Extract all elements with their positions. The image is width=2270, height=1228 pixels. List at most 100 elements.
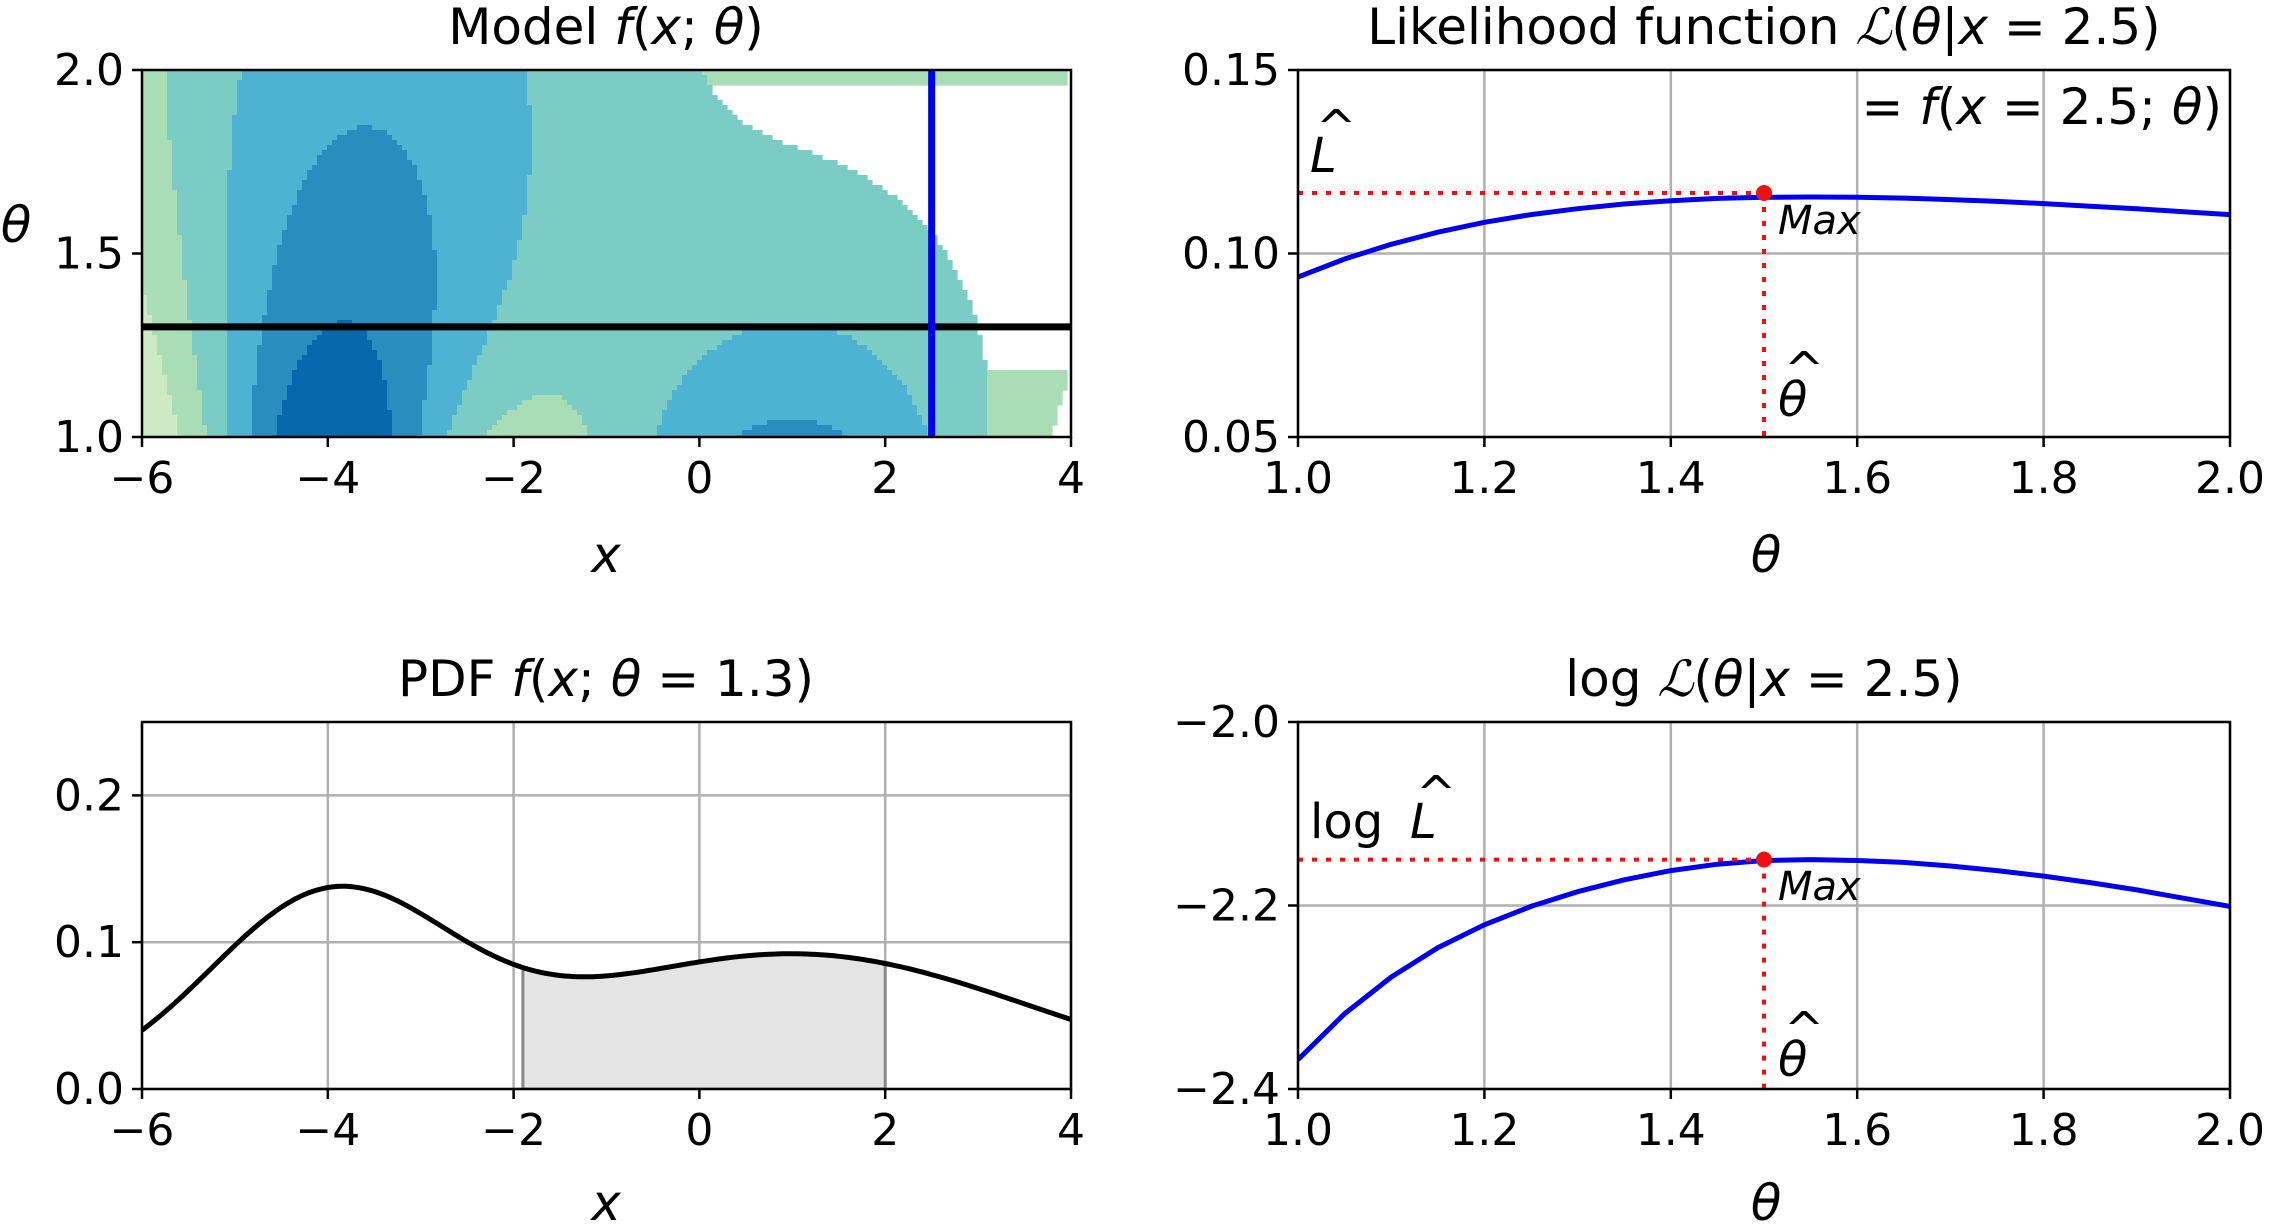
contour-band: [432, 350, 483, 356]
contour-band: [237, 85, 528, 91]
contour-band: [262, 335, 318, 341]
contour-band: [142, 170, 173, 176]
contour-band: [432, 220, 523, 226]
contour-band: [987, 420, 1058, 426]
contour-band: [527, 75, 708, 81]
contour-band: [512, 260, 953, 266]
contour-band: [167, 85, 238, 91]
contour-band: [927, 430, 988, 436]
contour-band: [147, 300, 188, 306]
contour-band: [267, 310, 433, 316]
contour-band: [427, 195, 528, 201]
contour-band: [427, 205, 528, 211]
contour-band: [227, 375, 258, 381]
contour-band: [277, 415, 393, 421]
x-tick-label: 1.8: [2009, 453, 2079, 504]
contour-band: [142, 410, 173, 416]
contour-band: [227, 300, 268, 306]
contour-band: [167, 380, 198, 386]
contour-band: [732, 335, 853, 341]
contour-band: [422, 415, 453, 421]
contour-band: [387, 380, 428, 386]
contour-band: [412, 160, 533, 166]
contour-band: [387, 390, 428, 396]
contour-band: [142, 215, 178, 221]
contour-band: [392, 135, 533, 141]
contour-band: [172, 145, 233, 151]
contour-band: [832, 425, 928, 431]
contour-band: [142, 280, 188, 286]
contour-band: [277, 255, 438, 261]
contour-band: [227, 250, 278, 256]
contour-band: [437, 305, 498, 311]
contour-band: [307, 170, 418, 176]
x-tick-label: 0: [685, 1105, 713, 1156]
likelihood-xlabel: θ: [1751, 526, 1782, 584]
log-likelihood-x-ticks: 1.0 1.2 1.4 1.6 1.8 2.0: [1263, 1089, 2265, 1156]
contour-band: [392, 425, 423, 431]
contour-band: [527, 195, 898, 201]
contour-band: [667, 405, 918, 411]
contour-band: [297, 200, 428, 206]
contour-band: [142, 95, 168, 101]
contour-band: [312, 340, 373, 346]
contour-band: [272, 270, 438, 276]
x-tick-label: 4: [1057, 453, 1085, 504]
contour-band: [492, 425, 588, 431]
contour-band: [227, 275, 273, 281]
contour-band: [512, 275, 958, 281]
pdf-xlabel: x: [589, 1174, 621, 1228]
contour-band: [707, 80, 1068, 86]
likelihood-y-ticks: 0.05 0.10 0.15: [1182, 45, 1298, 463]
contour-band: [167, 120, 233, 126]
contour-band: [477, 360, 698, 366]
contour-band: [497, 315, 978, 321]
contour-band: [292, 205, 428, 211]
contour-band: [527, 200, 903, 206]
contour-band: [142, 430, 178, 436]
contour-band: [142, 405, 173, 411]
contour-band: [167, 105, 238, 111]
contour-band: [817, 420, 923, 426]
contour-band: [227, 285, 273, 291]
contour-band: [227, 225, 288, 231]
contour-band: [382, 375, 428, 381]
contour-band: [857, 340, 983, 346]
x-tick-label: −4: [295, 1105, 360, 1156]
contour-band: [507, 410, 578, 416]
contour-band: [717, 345, 868, 351]
contour-band: [142, 185, 173, 191]
contour-band: [307, 175, 418, 181]
contour-band: [227, 405, 253, 411]
contour-band: [917, 410, 988, 416]
contour-band: [152, 330, 193, 336]
contour-band: [182, 260, 228, 266]
contour-band: [532, 145, 798, 151]
contour-band: [767, 420, 818, 426]
contour-band: [227, 205, 293, 211]
contour-band: [167, 95, 238, 101]
contour-band: [142, 200, 178, 206]
contour-band: [227, 365, 258, 371]
likelihood-theta-hat-label: θ ^: [1778, 342, 1824, 428]
contour-band: [227, 190, 298, 196]
contour-band: [147, 305, 188, 311]
contour-band: [527, 190, 888, 196]
contour-band: [422, 180, 528, 186]
contour-band: [197, 360, 228, 366]
contour-band: [487, 330, 743, 336]
contour-band: [207, 425, 228, 431]
contour-band: [372, 125, 533, 131]
contour-band: [357, 125, 373, 131]
contour-band: [282, 235, 433, 241]
contour-band: [142, 245, 183, 251]
contour-band: [227, 430, 253, 436]
contour-band: [522, 235, 938, 241]
contour-band: [142, 130, 168, 136]
contour-band: [167, 70, 243, 76]
contour-band: [467, 380, 683, 386]
contour-band: [142, 255, 183, 261]
contour-band: [272, 275, 438, 281]
contour-band: [422, 410, 458, 416]
contour-band: [142, 145, 173, 151]
